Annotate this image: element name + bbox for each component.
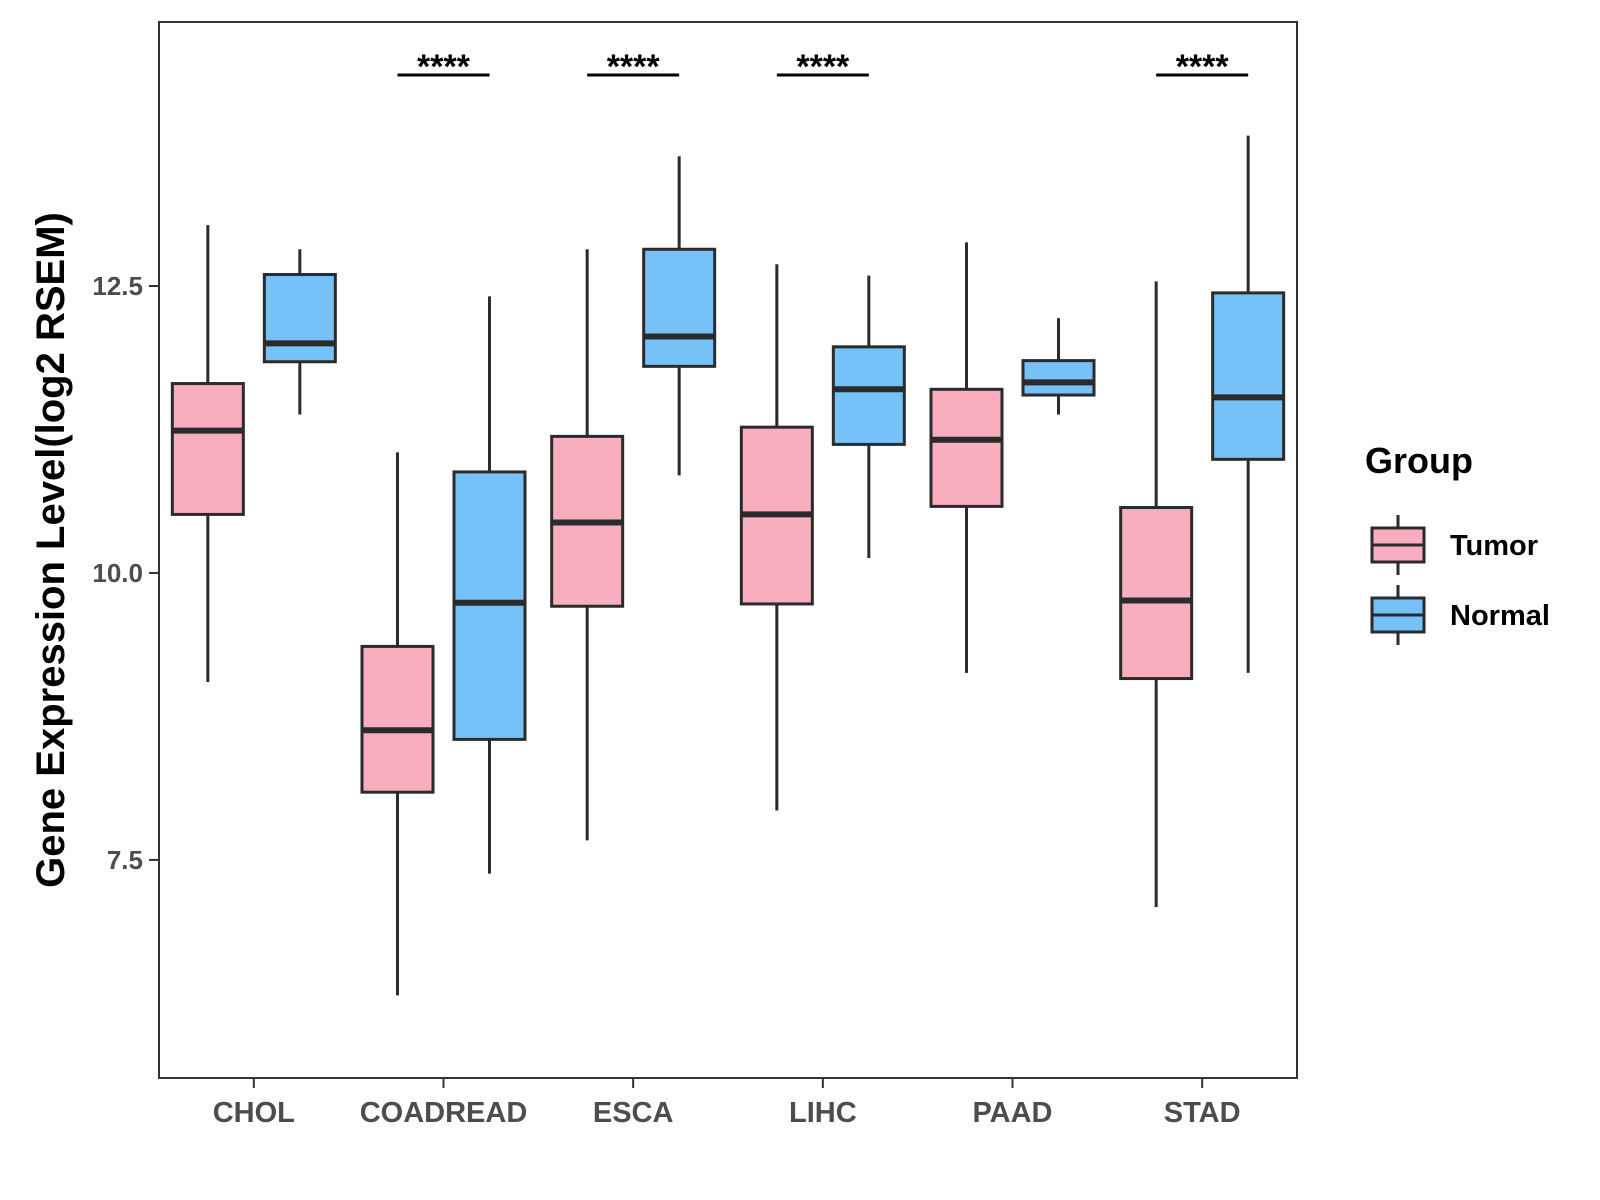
iqr-box-stad-tumor	[1119, 506, 1194, 681]
legend-item-tumor[interactable]: Tumor	[1370, 515, 1538, 575]
significance-lihc: ****	[776, 48, 869, 86]
y-tick-label: 12.5	[92, 271, 143, 301]
significance-label: ****	[607, 48, 661, 86]
box-paad-normal	[1021, 318, 1096, 415]
x-tick-label-coadread: COADREAD	[360, 1097, 528, 1129]
box-coadread-normal	[452, 296, 527, 874]
x-axis: CHOL COADREAD ESCA LIHC PAAD STAD	[213, 1078, 1241, 1129]
iqr-box-paad-normal	[1021, 359, 1096, 397]
significance-coadread: ****	[397, 48, 490, 86]
box-stad-tumor	[1119, 281, 1194, 907]
y-axis: 7.5 10.0 12.5	[92, 271, 159, 875]
iqr-box-paad-tumor	[929, 387, 1004, 508]
boxes-layer	[170, 135, 1286, 996]
x-tick-label-esca: ESCA	[593, 1097, 674, 1129]
iqr-box-chol-tumor	[170, 382, 245, 516]
legend-title: Group	[1365, 440, 1473, 481]
box-lihc-tumor	[739, 264, 814, 811]
iqr-box-esca-normal	[642, 247, 717, 368]
legend-item-normal[interactable]: Normal	[1370, 585, 1550, 645]
box-chol-tumor	[170, 225, 245, 682]
x-tick-label-paad: PAAD	[972, 1097, 1052, 1129]
x-tick-label-stad: STAD	[1164, 1097, 1241, 1129]
legend[interactable]: Group Tumor Normal	[1365, 440, 1550, 645]
significance-label: ****	[417, 48, 471, 86]
x-tick-label-lihc: LIHC	[789, 1097, 857, 1129]
box-chol-normal	[262, 249, 337, 415]
y-tick-label: 10.0	[92, 558, 143, 588]
significance-esca: ****	[587, 48, 680, 86]
iqr-box-coadread-tumor	[360, 644, 435, 794]
box-esca-normal	[642, 156, 717, 476]
y-axis-title: Gene Expression Level(log2 RSEM)	[29, 212, 73, 888]
box-coadread-tumor	[360, 452, 435, 996]
significance-stad: ****	[1156, 48, 1249, 86]
box-esca-tumor	[550, 249, 625, 841]
box-paad-tumor	[929, 242, 1004, 673]
legend-label: Tumor	[1450, 530, 1538, 562]
iqr-box-chol-normal	[262, 273, 337, 364]
significance-label: ****	[1176, 48, 1230, 86]
x-tick-label-chol: CHOL	[213, 1097, 295, 1129]
significance-label: ****	[796, 48, 850, 86]
significance-layer: **** **** **** ****	[397, 48, 1249, 86]
plot-panel-border	[158, 21, 1298, 1079]
legend-label: Normal	[1450, 600, 1550, 632]
iqr-box-lihc-normal	[831, 345, 906, 446]
box-stad-normal	[1211, 135, 1286, 673]
box-lihc-normal	[831, 275, 906, 559]
iqr-box-stad-normal	[1211, 291, 1286, 461]
y-tick-label: 7.5	[107, 845, 143, 875]
